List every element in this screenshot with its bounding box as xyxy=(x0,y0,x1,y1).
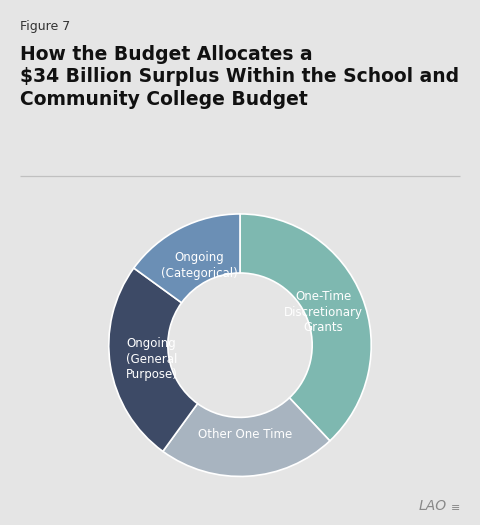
Text: Ongoing
(Categorical): Ongoing (Categorical) xyxy=(161,251,238,280)
Wedge shape xyxy=(163,398,330,476)
Text: How the Budget Allocates a
$34 Billion Surplus Within the School and
Community C: How the Budget Allocates a $34 Billion S… xyxy=(20,45,459,109)
Wedge shape xyxy=(109,268,198,452)
Wedge shape xyxy=(240,214,371,441)
Text: Other One Time: Other One Time xyxy=(199,428,293,441)
Text: One-Time
Discretionary
Grants: One-Time Discretionary Grants xyxy=(284,290,363,334)
Text: Figure 7: Figure 7 xyxy=(20,20,71,33)
Wedge shape xyxy=(134,214,240,303)
Text: Ongoing
(General
Purpose): Ongoing (General Purpose) xyxy=(126,337,178,381)
Text: LAO: LAO xyxy=(418,499,446,513)
Text: ≡: ≡ xyxy=(451,503,461,513)
